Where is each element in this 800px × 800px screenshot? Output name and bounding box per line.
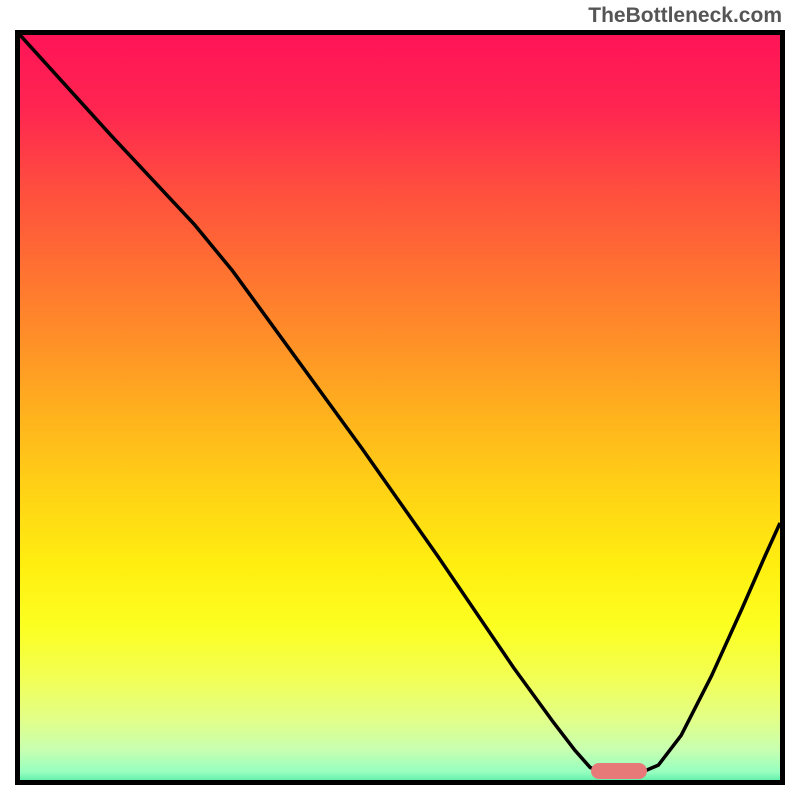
bottleneck-curve	[20, 35, 780, 780]
optimal-marker	[591, 763, 647, 779]
plot-area	[15, 30, 785, 785]
watermark-text: TheBottleneck.com	[588, 4, 782, 28]
bottleneck-chart	[15, 30, 785, 785]
